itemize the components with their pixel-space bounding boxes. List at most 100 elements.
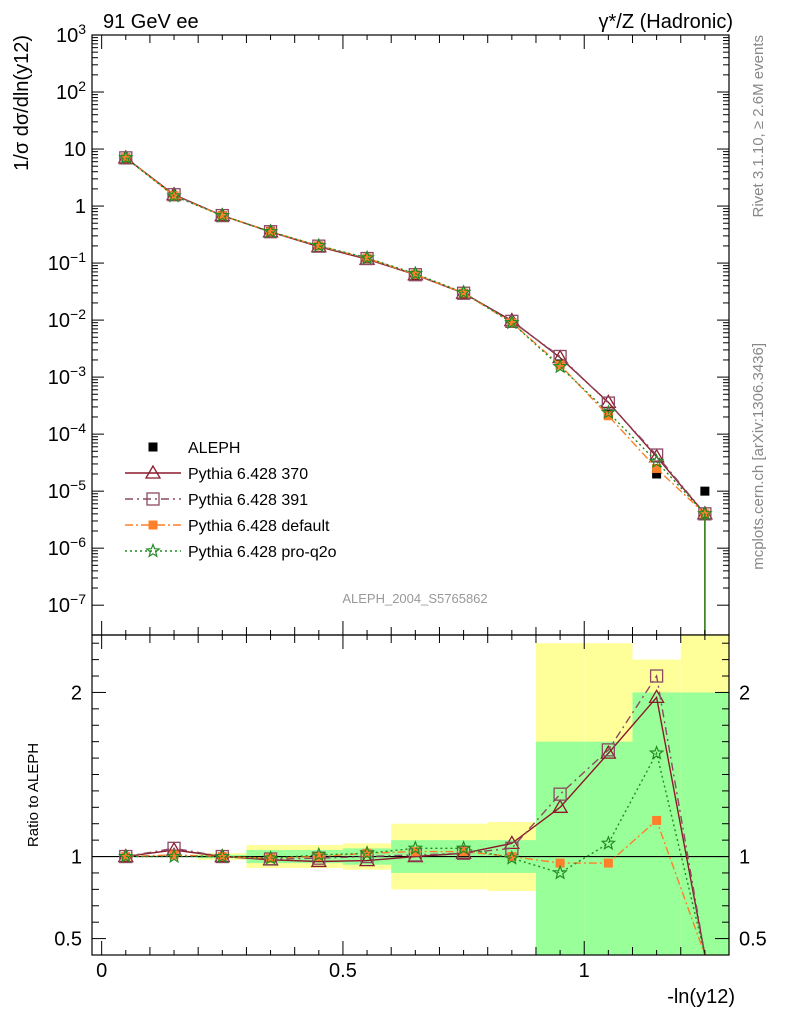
ratio-point	[358, 852, 376, 867]
legend-label: Pythia 6.428 391	[188, 492, 308, 509]
data-point	[407, 265, 424, 281]
series-pythia-6-428-pro-q2o	[118, 149, 713, 635]
data-point	[121, 153, 131, 163]
data-point	[600, 404, 617, 420]
y-tick-label: 102	[56, 78, 86, 104]
y-tick-label: 1	[75, 196, 86, 218]
data-point	[552, 358, 568, 374]
data-point	[648, 453, 665, 469]
data-point	[459, 288, 469, 298]
legend-marker	[146, 492, 160, 506]
data-point	[555, 360, 565, 370]
y-tick-label: 103	[56, 21, 86, 47]
series-line	[125, 157, 706, 515]
x-tick-label: 0.5	[329, 960, 357, 982]
y-tick-label: 10−4	[48, 420, 86, 446]
ratio-point	[455, 840, 472, 855]
uncertainty-band-green	[198, 692, 729, 955]
ratio-point	[551, 799, 569, 813]
data-point	[166, 187, 182, 203]
ratio-y-tick-label: 2	[71, 682, 82, 704]
data-point	[214, 207, 231, 223]
y-axis-title-main: 1/σ dσ/dln(y12)	[11, 35, 33, 171]
data-point	[601, 396, 616, 410]
y-tick-label: 10−5	[48, 477, 86, 503]
legend: ALEPH Pythia 6.428 370 Pythia 6.428 391 Pyt…	[125, 440, 337, 561]
ratio-y-tick-label-right: 0.5	[739, 929, 767, 951]
data-point	[652, 463, 662, 473]
data-point	[311, 237, 327, 253]
ratio-point	[214, 848, 231, 864]
legend-marker	[148, 520, 158, 530]
ratio-y-tick-label-right: 1	[739, 847, 750, 869]
legend-marker	[144, 464, 162, 479]
ratio-point	[169, 850, 179, 860]
data-point	[217, 211, 227, 221]
ratio-line	[125, 751, 706, 956]
y-tick-label: 10−7	[48, 591, 86, 617]
x-axis-title: -ln(y12)	[667, 986, 735, 1008]
ratio-point	[552, 864, 568, 880]
ratio-point	[600, 835, 617, 851]
header-left-label: 91 GeV ee	[103, 11, 199, 33]
y-tick-label: 10−1	[48, 249, 86, 275]
ratio-point	[507, 852, 517, 862]
ratio-point	[555, 858, 565, 868]
data-point	[648, 448, 665, 463]
ratio-point	[311, 846, 327, 862]
series-pythia-6-428-370	[117, 149, 714, 635]
y-axis-title-ratio: Ratio to ALEPH	[25, 743, 42, 847]
mcplots-url-label: mcplots.cern.ch [arXiv:1306.3436]	[750, 343, 767, 570]
legend-label: ALEPH	[188, 440, 240, 457]
ratio-point	[601, 743, 616, 757]
legend-label: Pythia 6.428 pro-q2o	[188, 544, 337, 561]
ratio-point	[504, 850, 520, 865]
x-tick-label: 1	[579, 960, 590, 982]
legend-label: Pythia 6.428 default	[188, 518, 330, 535]
series-pythia-6-428-default	[121, 153, 710, 635]
x-tick-label: 0	[96, 960, 107, 982]
ratio-plot-panel: 0 0.5 1 0.5 0.5 1 1 2 2	[54, 634, 767, 982]
ratio-point	[407, 840, 424, 855]
ratio-point	[553, 787, 567, 801]
ratio-series-pythia-6-428-pro-q2o	[118, 745, 706, 956]
data-point	[118, 149, 134, 165]
ratio-point	[603, 858, 613, 868]
ratio-point	[262, 850, 279, 865]
green-band-bin	[584, 741, 633, 955]
data-point	[504, 314, 520, 330]
data-point	[262, 223, 279, 239]
ratio-point	[166, 848, 182, 864]
ratio-point	[649, 669, 664, 683]
y-tick-label: 10−3	[48, 363, 86, 389]
ratio-point	[314, 852, 324, 862]
legend-marker	[145, 542, 161, 558]
main-plot-panel: 10−7 10−6 10−5 10−4 10−3 10−2 10−1 1 10 102 103	[48, 21, 730, 636]
data-point	[700, 486, 710, 496]
ratio-point	[266, 853, 276, 863]
data-point	[455, 284, 472, 300]
data-point	[507, 318, 517, 328]
data-point	[697, 505, 713, 521]
data-point	[652, 469, 662, 479]
series-pythia-6-428-391	[119, 151, 712, 635]
y-tick-label: 10−2	[48, 306, 86, 332]
ratio-y-tick-label: 1	[71, 847, 82, 869]
ratio-point	[648, 745, 665, 760]
y-tick-label: 10	[64, 139, 86, 161]
data-point	[359, 249, 375, 265]
ratio-point	[600, 744, 617, 759]
watermark: ALEPH_2004_S5765862	[342, 591, 487, 606]
legend-marker	[148, 442, 158, 452]
data-point	[362, 253, 372, 263]
ratio-point	[121, 852, 131, 862]
ratio-point	[359, 845, 375, 860]
ratio-y-tick-label: 0.5	[54, 929, 82, 951]
y-tick-label: 10−6	[48, 534, 86, 560]
ratio-y-tick-label-right: 2	[739, 682, 750, 704]
series-line	[125, 157, 706, 515]
ratio-plot-frame	[91, 634, 730, 956]
data-point	[314, 241, 324, 251]
ratio-point	[652, 815, 662, 825]
